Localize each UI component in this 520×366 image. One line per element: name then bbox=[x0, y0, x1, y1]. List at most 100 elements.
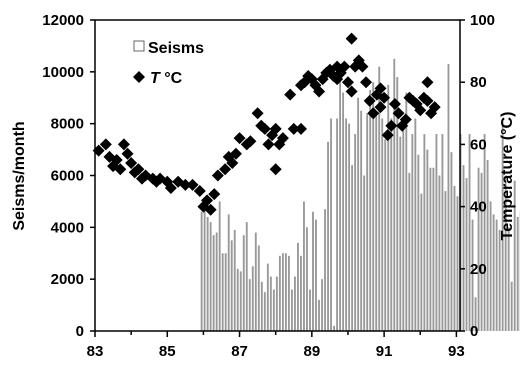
temperature-point bbox=[219, 163, 232, 176]
temperature-point bbox=[392, 107, 405, 120]
legend: Seisms T °C bbox=[133, 40, 204, 87]
x-tick-label: 83 bbox=[87, 343, 104, 360]
temperature-point bbox=[117, 138, 130, 151]
temperature-point bbox=[338, 60, 351, 73]
seisms-bar bbox=[354, 134, 357, 331]
y-left-tick-label: 10000 bbox=[42, 64, 84, 81]
seisms-bar bbox=[251, 266, 254, 331]
temperature-point bbox=[378, 91, 391, 104]
temperature-point bbox=[193, 185, 206, 198]
seisms-bar bbox=[272, 289, 275, 331]
seisms-bar bbox=[324, 209, 326, 331]
seisms-bar bbox=[294, 276, 296, 331]
temperature-point bbox=[258, 122, 271, 135]
seisms-bar bbox=[351, 165, 354, 331]
temperature-point bbox=[363, 94, 376, 107]
seisms-bar bbox=[339, 64, 342, 331]
seisms-bar bbox=[390, 118, 393, 331]
legend-temperature-unit: °C bbox=[160, 70, 183, 87]
y-right-axis-title: Temperature (°C) bbox=[499, 112, 516, 241]
y-right-tick-label: 100 bbox=[470, 12, 495, 29]
seisms-bar bbox=[471, 219, 474, 331]
seisms-bar bbox=[318, 299, 320, 331]
temperature-point bbox=[233, 132, 246, 145]
x-tick-label: 85 bbox=[159, 343, 176, 360]
seisms-bar bbox=[315, 219, 317, 331]
seisms-bar bbox=[495, 219, 498, 331]
seisms-bar bbox=[357, 97, 360, 331]
seisms-bar bbox=[297, 242, 299, 331]
y-right-tick-label: 20 bbox=[470, 261, 487, 278]
seisms-bar bbox=[254, 232, 257, 331]
seisms-bar bbox=[200, 211, 203, 331]
seisms-bar bbox=[465, 178, 468, 331]
temperature-point bbox=[345, 32, 358, 45]
seisms-bar bbox=[417, 154, 420, 331]
temperature-point bbox=[114, 163, 127, 176]
seisms-bar bbox=[290, 289, 293, 331]
temperature-point bbox=[229, 147, 242, 160]
y-left-axis-ticks: 0 2000 4000 6000 8000 10000 12000 bbox=[42, 12, 95, 340]
seisms-bar bbox=[399, 136, 402, 332]
seisms-bar bbox=[462, 165, 465, 331]
seisms-bar bbox=[342, 92, 345, 331]
seisms-bar bbox=[435, 134, 438, 331]
y-right-axis-ticks: 0 20 40 60 80 100 bbox=[460, 12, 495, 340]
seisms-bar bbox=[402, 118, 405, 331]
seisms-bar bbox=[366, 113, 369, 331]
temperature-point bbox=[110, 153, 123, 166]
temperature-point bbox=[385, 119, 398, 132]
x-tick-label: 89 bbox=[303, 343, 320, 360]
seisms-bar bbox=[420, 193, 423, 331]
seisms-bar bbox=[212, 235, 215, 331]
seisms-bar bbox=[453, 185, 456, 331]
seisms-bar bbox=[327, 141, 329, 331]
seisms-bar bbox=[284, 253, 287, 331]
temperature-point bbox=[276, 132, 289, 145]
temperature-point bbox=[125, 157, 138, 170]
seisms-bar bbox=[312, 211, 314, 331]
temperature-point bbox=[226, 157, 239, 170]
x-tick-label: 93 bbox=[448, 343, 465, 360]
legend-seisms-label: Seisms bbox=[148, 40, 204, 57]
seisms-bar bbox=[438, 175, 441, 331]
seisms-bar bbox=[387, 84, 390, 331]
temperature-points bbox=[92, 32, 441, 216]
seisms-bar bbox=[474, 297, 477, 331]
temperature-point bbox=[294, 122, 307, 135]
temperature-point bbox=[294, 79, 307, 92]
seisms-bar bbox=[224, 253, 227, 331]
seisms-bar bbox=[269, 276, 272, 331]
legend-seisms-swatch bbox=[133, 40, 145, 52]
seisms-bar bbox=[468, 134, 471, 331]
seisms-bar bbox=[321, 279, 323, 331]
seisms-bar bbox=[369, 89, 372, 331]
seisms-bar bbox=[378, 66, 381, 332]
seisms-bar bbox=[336, 118, 339, 331]
seisms-bar bbox=[504, 175, 507, 331]
temperature-point bbox=[287, 122, 300, 135]
seisms-bar bbox=[510, 281, 513, 331]
temperature-point bbox=[269, 122, 282, 135]
seisms-bar bbox=[423, 134, 426, 331]
seisms-bar bbox=[408, 172, 411, 331]
temperature-point bbox=[374, 101, 387, 114]
seisms-bar bbox=[396, 77, 399, 332]
temperature-point bbox=[255, 119, 268, 132]
seisms-bar bbox=[303, 201, 305, 331]
seisms-bar bbox=[330, 118, 332, 331]
seisms-bar bbox=[215, 232, 218, 331]
seisms-bar bbox=[236, 268, 239, 331]
seisms-bar bbox=[456, 196, 459, 331]
seisms-bar bbox=[233, 229, 236, 331]
y-left-tick-label: 4000 bbox=[51, 219, 84, 236]
temperature-point bbox=[331, 73, 344, 86]
seisms-bar bbox=[348, 123, 351, 331]
seisms-bar bbox=[300, 255, 302, 331]
seisms-bar bbox=[275, 276, 278, 331]
seisms-bar bbox=[227, 214, 230, 332]
temperature-point bbox=[388, 97, 401, 110]
seisms-bar bbox=[245, 222, 248, 331]
seisms-bar bbox=[501, 121, 504, 331]
seisms-bar bbox=[281, 253, 284, 331]
